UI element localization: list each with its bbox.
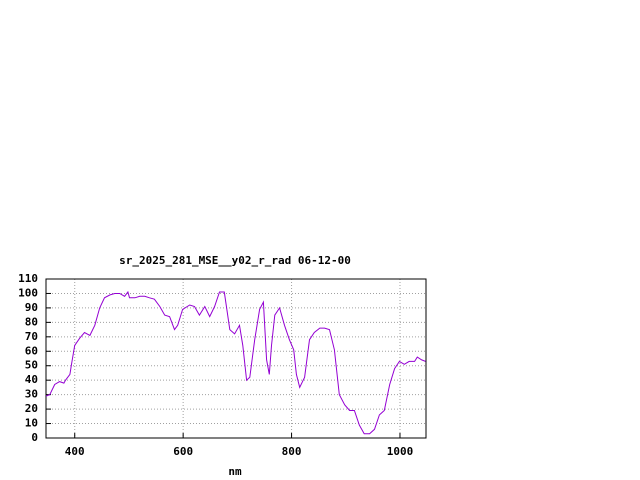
x-tick-label: 800: [282, 445, 302, 458]
y-tick-label: 50: [25, 359, 38, 372]
y-tick-label: 100: [18, 286, 38, 299]
x-axis-label: nm: [228, 465, 242, 478]
y-tick-label: 40: [25, 373, 38, 386]
plot-frame: [45, 278, 427, 439]
y-tick-label: 10: [25, 417, 38, 430]
x-tick-label: 1000: [387, 445, 414, 458]
y-tick-label: 0: [31, 431, 38, 444]
chart-title: sr_2025_281_MSE__y02_r_rad 06-12-00: [119, 254, 351, 267]
y-tick-label: 20: [25, 402, 38, 415]
y-tick-label: 90: [25, 301, 38, 314]
data-line: [45, 290, 426, 435]
y-tick-label: 70: [25, 330, 38, 343]
x-tick-label: 400: [65, 445, 85, 458]
x-tick-label: 600: [173, 445, 193, 458]
y-tick-label: 110: [18, 272, 38, 285]
y-tick-label: 80: [25, 315, 38, 328]
y-tick-label: 30: [25, 388, 38, 401]
y-tick-label: 60: [25, 344, 38, 357]
